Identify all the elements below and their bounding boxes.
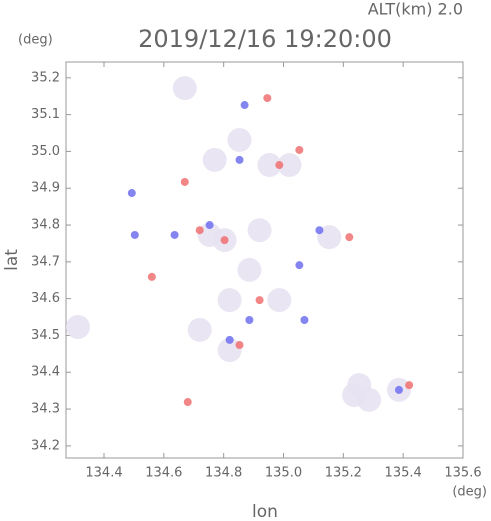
echo-point — [172, 76, 197, 101]
echo-point — [245, 315, 254, 324]
echo-point — [345, 233, 354, 242]
echo-point — [180, 177, 189, 186]
echo-point — [277, 153, 302, 178]
echo-point — [235, 341, 244, 350]
echo-point — [295, 261, 304, 270]
echo-point — [405, 381, 414, 390]
y-tick-label: 34.3 — [31, 402, 60, 417]
echo-point — [220, 236, 229, 245]
echo-point — [295, 145, 304, 154]
y-tick-label: 34.6 — [31, 291, 60, 306]
echo-point — [255, 296, 264, 305]
echo-point — [237, 257, 262, 282]
echo-point — [202, 147, 227, 172]
x-unit: (deg) — [452, 485, 487, 500]
echo-point — [263, 94, 272, 103]
echo-point — [195, 226, 204, 235]
x-tick-label: 135.0 — [265, 466, 302, 481]
echo-point — [347, 373, 372, 398]
echo-point — [257, 153, 282, 178]
echo-point — [275, 161, 284, 170]
echo-point — [240, 101, 249, 110]
x-tick-label: 135.6 — [444, 466, 481, 481]
x-tick-label: 134.6 — [145, 466, 182, 481]
echo-point — [147, 272, 156, 281]
echo-point — [127, 189, 136, 198]
echo-point — [394, 385, 403, 394]
y-unit: (deg) — [18, 33, 53, 48]
y-tick-label: 34.2 — [31, 438, 60, 453]
echo-point — [183, 398, 192, 407]
y-tick-label: 34.5 — [31, 328, 60, 343]
echo-point — [170, 230, 179, 239]
y-tick-label: 34.7 — [31, 254, 60, 269]
echo-point — [205, 221, 214, 230]
echo-point — [300, 315, 309, 324]
y-tick-label: 34.9 — [31, 181, 60, 196]
header: ALT(km) 2.0 — [368, 0, 463, 19]
echo-point — [267, 288, 292, 313]
echo-point — [227, 128, 252, 153]
plot-frame — [65, 61, 464, 459]
echo-point — [217, 288, 242, 313]
echo-point — [130, 230, 139, 239]
x-tick-label: 134.8 — [205, 466, 242, 481]
y-tick-label: 35.2 — [31, 70, 60, 85]
echo-point — [315, 226, 324, 235]
y-tick-label: 35.0 — [31, 144, 60, 159]
chart-title: 2019/12/16 19:20:00 — [138, 25, 392, 53]
y-tick-label: 34.8 — [31, 218, 60, 233]
echo-point — [235, 155, 244, 164]
x-tick-label: 134.4 — [85, 466, 122, 481]
y-tick-label: 35.1 — [31, 107, 60, 122]
y-tick-label: 34.4 — [31, 365, 60, 380]
x-axis-label: lon — [252, 502, 278, 521]
y-axis-label: lat — [2, 249, 22, 271]
x-tick-label: 135.4 — [385, 466, 422, 481]
echo-point — [65, 314, 90, 339]
echo-point — [247, 218, 272, 243]
echo-point — [187, 317, 212, 342]
x-tick-label: 135.2 — [325, 466, 362, 481]
echo-point — [225, 335, 234, 344]
